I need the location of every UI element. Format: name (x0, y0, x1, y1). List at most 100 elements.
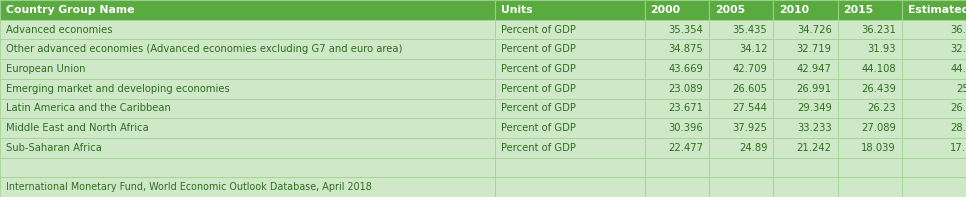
Bar (774, 59, 838, 79)
Text: 37.925: 37.925 (732, 123, 767, 133)
Text: 42.947: 42.947 (797, 64, 832, 74)
Bar (838, 98, 902, 118)
Text: 36.101: 36.101 (951, 25, 966, 34)
Text: 25.91: 25.91 (956, 84, 966, 94)
Bar (0, 138, 495, 158)
Bar (774, 138, 838, 158)
Bar (645, 177, 709, 197)
Text: Percent of GDP: Percent of GDP (501, 44, 576, 54)
Text: 36.231: 36.231 (861, 25, 896, 34)
Text: 21.242: 21.242 (797, 143, 832, 153)
Bar (645, 98, 709, 118)
Text: 2005: 2005 (715, 5, 745, 15)
Bar (709, 59, 774, 79)
Text: Percent of GDP: Percent of GDP (501, 123, 576, 133)
Bar (709, 0, 774, 20)
Bar (495, 118, 645, 138)
Bar (902, 98, 966, 118)
Bar (645, 118, 709, 138)
Bar (495, 59, 645, 79)
Bar (495, 138, 645, 158)
Text: 26.991: 26.991 (797, 84, 832, 94)
Bar (774, 118, 838, 138)
Bar (709, 79, 774, 98)
Text: 35.435: 35.435 (733, 25, 767, 34)
Text: 30.396: 30.396 (668, 123, 703, 133)
Bar (709, 177, 774, 197)
Text: Units: Units (501, 5, 532, 15)
Text: 27.089: 27.089 (861, 123, 896, 133)
Bar (495, 0, 645, 20)
Bar (709, 20, 774, 39)
Bar (645, 79, 709, 98)
Text: 31.93: 31.93 (867, 44, 896, 54)
Text: Sub-Saharan Africa: Sub-Saharan Africa (6, 143, 101, 153)
Bar (645, 138, 709, 158)
Text: 44.121: 44.121 (951, 64, 966, 74)
Bar (0, 79, 495, 98)
Text: Percent of GDP: Percent of GDP (501, 84, 576, 94)
Text: European Union: European Union (6, 64, 85, 74)
Bar (495, 79, 645, 98)
Text: 44.108: 44.108 (862, 64, 896, 74)
Bar (495, 177, 645, 197)
Bar (709, 158, 774, 177)
Text: 29.349: 29.349 (797, 103, 832, 113)
Bar (0, 158, 495, 177)
Bar (838, 0, 902, 20)
Text: 23.671: 23.671 (668, 103, 703, 113)
Text: Country Group Name: Country Group Name (6, 5, 134, 15)
Bar (645, 59, 709, 79)
Text: 23.089: 23.089 (668, 84, 703, 94)
Bar (709, 39, 774, 59)
Bar (838, 177, 902, 197)
Text: Advanced economies: Advanced economies (6, 25, 112, 34)
Text: Other advanced economies (Advanced economies excluding G7 and euro area): Other advanced economies (Advanced econo… (6, 44, 402, 54)
Bar (645, 0, 709, 20)
Text: Percent of GDP: Percent of GDP (501, 103, 576, 113)
Bar (838, 59, 902, 79)
Bar (838, 39, 902, 59)
Text: Percent of GDP: Percent of GDP (501, 64, 576, 74)
Bar (838, 158, 902, 177)
Bar (902, 0, 966, 20)
Bar (0, 59, 495, 79)
Bar (902, 138, 966, 158)
Text: 2010: 2010 (779, 5, 810, 15)
Text: 24.89: 24.89 (739, 143, 767, 153)
Bar (902, 158, 966, 177)
Text: Percent of GDP: Percent of GDP (501, 25, 576, 34)
Bar (774, 98, 838, 118)
Bar (902, 118, 966, 138)
Text: 43.669: 43.669 (668, 64, 703, 74)
Text: 26.113: 26.113 (951, 103, 966, 113)
Bar (774, 20, 838, 39)
Text: 35.354: 35.354 (668, 25, 703, 34)
Text: 32.719: 32.719 (797, 44, 832, 54)
Bar (902, 59, 966, 79)
Bar (902, 177, 966, 197)
Text: Latin America and the Caribbean: Latin America and the Caribbean (6, 103, 171, 113)
Text: 2000: 2000 (651, 5, 681, 15)
Bar (838, 118, 902, 138)
Text: Percent of GDP: Percent of GDP (501, 143, 576, 153)
Bar (495, 20, 645, 39)
Bar (774, 79, 838, 98)
Text: 27.544: 27.544 (732, 103, 767, 113)
Text: 18.039: 18.039 (862, 143, 896, 153)
Text: 33.233: 33.233 (797, 123, 832, 133)
Text: International Monetary Fund, World Economic Outlook Database, April 2018: International Monetary Fund, World Econo… (6, 182, 372, 192)
Bar (709, 118, 774, 138)
Bar (838, 138, 902, 158)
Bar (709, 98, 774, 118)
Bar (0, 177, 495, 197)
Text: 42.709: 42.709 (732, 64, 767, 74)
Text: 32.424: 32.424 (951, 44, 966, 54)
Bar (495, 98, 645, 118)
Text: Middle East and North Africa: Middle East and North Africa (6, 123, 149, 133)
Bar (774, 0, 838, 20)
Text: 17.797: 17.797 (951, 143, 966, 153)
Text: 2015: 2015 (843, 5, 873, 15)
Text: 34.875: 34.875 (668, 44, 703, 54)
Bar (774, 39, 838, 59)
